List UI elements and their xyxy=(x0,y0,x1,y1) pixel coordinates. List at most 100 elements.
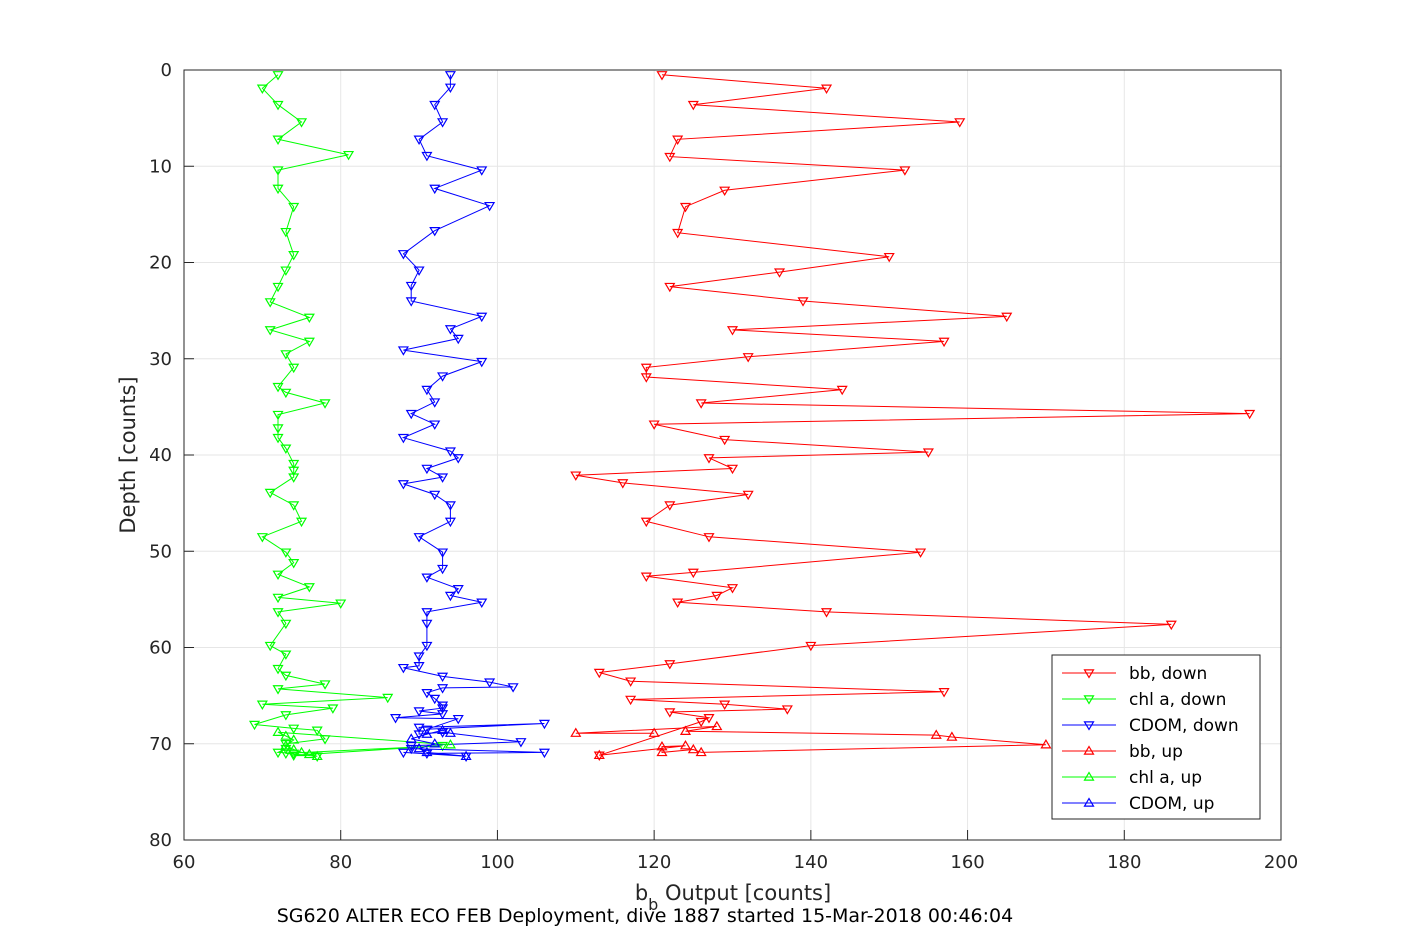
x-tick-label: 200 xyxy=(1264,852,1298,873)
y-tick-label: 20 xyxy=(149,253,172,274)
data-point xyxy=(437,704,449,714)
data-point xyxy=(444,501,456,511)
data-point xyxy=(288,501,300,511)
data-point xyxy=(593,751,605,761)
data-point xyxy=(452,585,464,595)
x-axis-label-rest: Output [counts] xyxy=(658,881,831,905)
data-point xyxy=(288,749,300,760)
data-point xyxy=(272,748,284,759)
data-point xyxy=(476,312,488,323)
data-point xyxy=(311,752,323,762)
data-point xyxy=(397,480,409,490)
data-point xyxy=(280,388,292,399)
data-point xyxy=(695,399,707,409)
data-point xyxy=(256,533,268,543)
x-tick-label: 160 xyxy=(950,852,984,873)
data-point xyxy=(476,598,488,608)
data-point xyxy=(452,714,464,725)
data-point xyxy=(836,385,848,396)
data-point xyxy=(437,710,449,720)
x-axis-label-subscript: b xyxy=(648,895,658,914)
data-point xyxy=(272,100,284,111)
data-point xyxy=(679,739,692,750)
y-tick-label: 10 xyxy=(149,156,172,177)
data-point xyxy=(319,399,331,409)
data-point xyxy=(930,729,942,739)
data-point xyxy=(413,723,425,734)
data-point xyxy=(272,608,284,618)
data-point xyxy=(397,250,409,260)
data-point xyxy=(915,548,927,558)
legend-box xyxy=(1051,654,1261,820)
data-point xyxy=(272,685,284,695)
data-point xyxy=(703,714,715,724)
data-point xyxy=(484,201,496,212)
data-point xyxy=(742,490,754,501)
legend-swatch-marker xyxy=(1083,669,1095,679)
data-point xyxy=(938,337,950,348)
data-point xyxy=(295,118,308,128)
data-point xyxy=(617,479,629,489)
series-bb-down xyxy=(570,71,1256,761)
data-point xyxy=(444,71,456,81)
data-point xyxy=(687,568,699,579)
data-point xyxy=(288,363,300,374)
data-point xyxy=(280,227,292,238)
data-point xyxy=(922,448,934,458)
data-point xyxy=(444,591,456,602)
data-point xyxy=(1244,409,1256,420)
data-point xyxy=(272,166,284,176)
legend-entry: CDOM, down xyxy=(1129,716,1239,736)
data-point xyxy=(272,184,284,195)
data-point xyxy=(664,152,676,163)
data-point xyxy=(656,71,668,81)
data-point xyxy=(429,100,441,111)
data-point xyxy=(272,664,284,675)
series-chl-a-down xyxy=(248,71,449,762)
y-tick-label: 30 xyxy=(149,349,172,370)
data-point xyxy=(272,410,284,421)
data-point xyxy=(421,151,433,162)
data-point xyxy=(280,266,292,276)
series-layer xyxy=(248,71,1256,762)
data-point xyxy=(288,459,300,470)
data-point xyxy=(288,734,300,744)
data-point xyxy=(515,738,527,748)
data-point xyxy=(288,559,300,569)
series-line xyxy=(575,74,1250,756)
legend-swatch-marker xyxy=(1083,797,1095,807)
data-point xyxy=(820,608,833,618)
data-point xyxy=(437,741,449,752)
data-point xyxy=(327,704,339,714)
data-point xyxy=(570,727,582,737)
data-point xyxy=(311,726,323,736)
data-point xyxy=(476,357,488,368)
series-cdom-down xyxy=(390,71,550,762)
data-point xyxy=(1165,620,1177,631)
data-point xyxy=(1001,312,1013,323)
data-point xyxy=(640,363,652,374)
data-point xyxy=(664,660,676,670)
data-point xyxy=(421,608,433,618)
data-point xyxy=(272,424,284,434)
data-point xyxy=(742,353,754,363)
data-point xyxy=(429,738,441,748)
data-point xyxy=(397,346,409,356)
data-point xyxy=(883,252,895,263)
data-point xyxy=(444,727,456,737)
data-point xyxy=(726,464,739,475)
data-point xyxy=(288,724,300,735)
legend-entry: bb, up xyxy=(1129,742,1183,762)
data-point xyxy=(460,750,472,761)
data-point xyxy=(703,533,715,543)
data-point xyxy=(672,135,684,145)
data-point xyxy=(272,593,284,604)
data-point xyxy=(797,297,809,307)
data-point xyxy=(593,749,605,760)
legend-entry: chl a, down xyxy=(1129,690,1226,710)
data-point xyxy=(429,398,441,408)
data-point xyxy=(593,668,605,679)
series-cdom-up xyxy=(405,724,472,761)
data-point xyxy=(429,490,441,501)
